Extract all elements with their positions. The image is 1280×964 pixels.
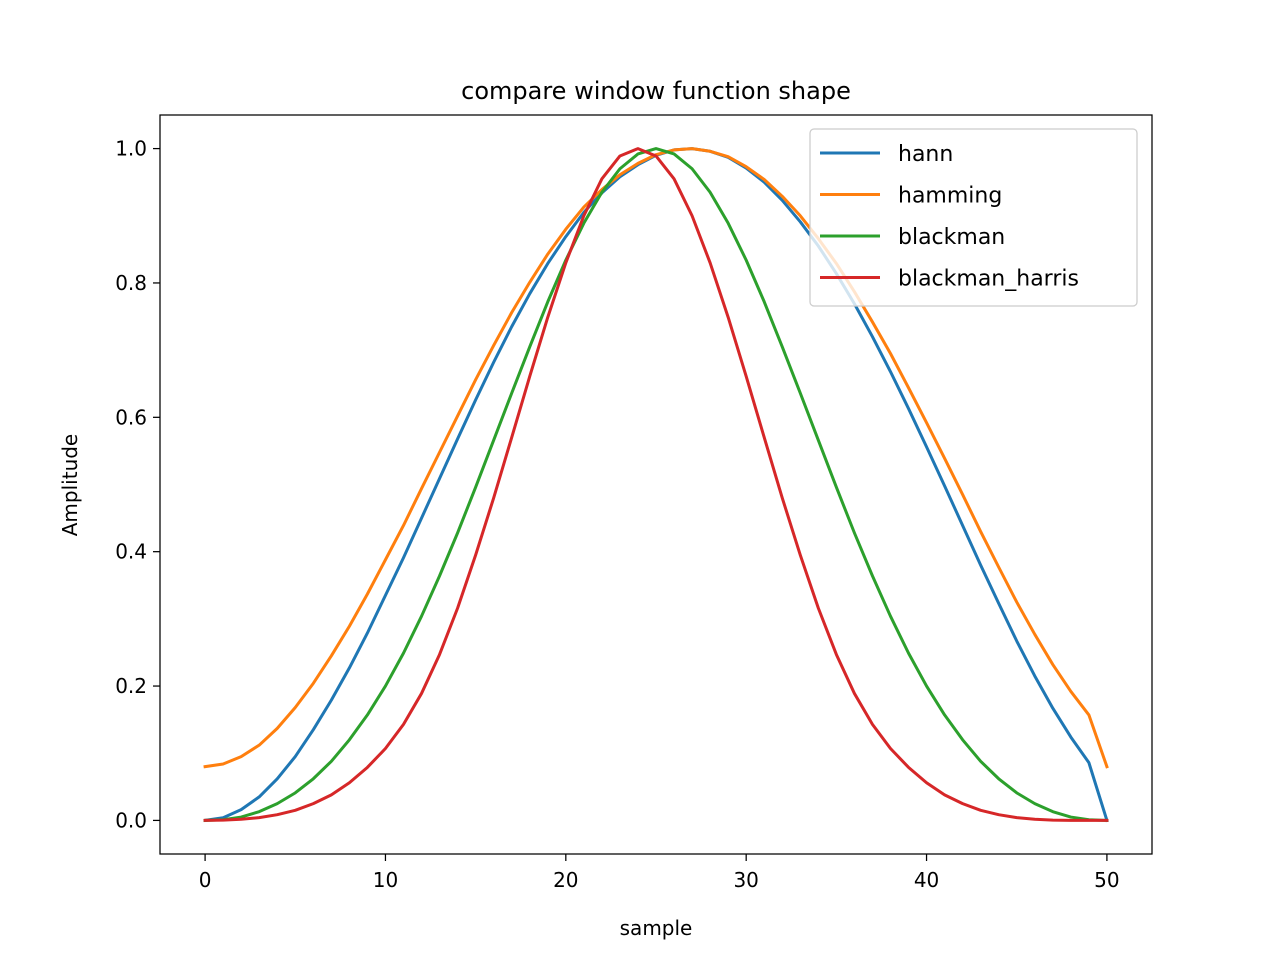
x-axis-ticks: 0 10 20 30 40 50 [199, 854, 1120, 892]
series-line-blackman [203, 147, 1109, 822]
series-layer [203, 147, 1109, 823]
legend-items: hann hamming blackman blackman_harris [820, 142, 1079, 292]
y-tick-label: 0.2 [115, 674, 147, 698]
y-axis-label: Amplitude [58, 434, 82, 537]
x-tick-label: 30 [733, 868, 758, 892]
y-tick-label: 0.8 [115, 271, 147, 295]
y-tick-label: 0.4 [115, 540, 147, 564]
x-axis-label: sample [620, 916, 693, 940]
y-tick-label: 0.0 [115, 808, 147, 832]
x-tick-label: 50 [1094, 868, 1119, 892]
legend-label-blackman: blackman [898, 225, 1005, 250]
y-tick-label: 0.6 [115, 405, 147, 429]
x-tick-label: 10 [373, 868, 398, 892]
legend-label-hann: hann [898, 142, 953, 167]
x-tick-label: 20 [553, 868, 578, 892]
y-tick-label: 1.0 [115, 137, 147, 161]
x-tick-label: 0 [199, 868, 212, 892]
legend-label-blackman-harris: blackman_harris [898, 267, 1079, 292]
legend-box [809, 128, 1138, 307]
legend-label-hamming: hamming [898, 184, 1002, 209]
plot-frame [159, 114, 1153, 855]
x-tick-label: 40 [914, 868, 939, 892]
series-line-blackman-harris [203, 147, 1109, 822]
chart-title: compare window function shape [461, 77, 851, 105]
y-axis-ticks: 0.0 0.2 0.4 0.6 0.8 1.0 [115, 137, 160, 832]
legend: hann hamming blackman blackman_harris [809, 128, 1138, 307]
